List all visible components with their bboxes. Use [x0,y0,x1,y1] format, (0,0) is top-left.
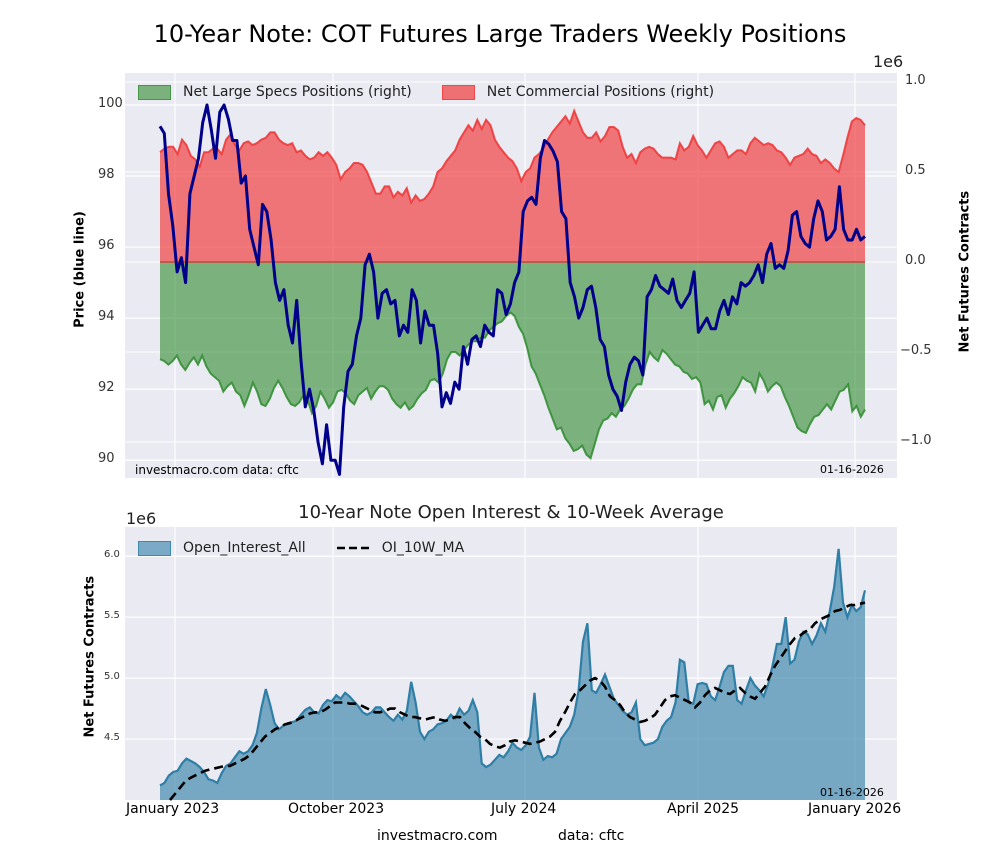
top-annotation-date: 01-16-2026 [820,463,884,476]
bottom-y-tick-label: 5.0 [104,671,120,683]
top-right-axis-multiplier: 1e6 [873,52,904,71]
top-right-tick-label: 1.0 [905,73,926,88]
top-annotation-source: investmacro.com data: cftc [135,463,299,477]
top-right-tick-label: 0.0 [905,253,926,268]
top-right-tick-label: −0.5 [900,343,932,358]
bottom-y-tick-label: 6.0 [104,549,120,561]
bottom-chart-marks [159,548,867,801]
bottom-axis-label: Net Futures Contracts [82,575,98,738]
top-chart-marks [158,103,866,476]
legend-label-commercial: Net Commercial Positions (right) [486,84,715,100]
legend-swatch-specs [138,84,171,100]
top-right-tick-label: 0.5 [905,163,926,178]
specs-area [160,262,865,459]
top-left-axis-label: Price (blue line) [72,211,88,328]
top-right-axis-label: Net Futures Contracts [957,190,973,353]
top-left-tick-label: 96 [98,238,115,254]
figure-title: 10-Year Note: COT Futures Large Traders … [153,20,847,48]
commercial-area [160,110,865,262]
footer-site: investmacro.com [377,828,498,844]
bottom-x-tick-label: January 2023 [126,801,220,817]
bottom-chart-title: 10-Year Note Open Interest & 10-Week Ave… [298,502,724,523]
legend-swatch-ma [336,546,369,550]
bottom-annotation-date: 01-16-2026 [820,786,884,799]
specs-line [159,311,866,460]
top-left-tick-label: 100 [98,95,123,111]
bottom-x-tick-label: October 2023 [288,801,385,817]
bottom-y-tick-label: 5.5 [104,610,120,622]
bottom-axis-multiplier: 1e6 [126,509,157,528]
footer-data: data: cftc [558,828,625,844]
bottom-x-tick-label: January 2026 [808,801,902,817]
oi-moving-average-line [168,601,866,801]
commercial-line [159,107,866,206]
top-left-tick-label: 92 [98,380,115,396]
top-right-tick-label: −1.0 [900,433,932,448]
bottom-y-tick-label: 4.5 [104,732,120,744]
bottom-legend: Open_Interest_All OI_10W_MA [138,540,464,556]
top-left-tick-label: 90 [98,451,115,467]
legend-swatch-commercial [441,84,475,100]
price-line [158,103,866,476]
bottom-x-tick-label: April 2025 [667,801,740,817]
open-interest-area [160,548,865,800]
bottom-x-tick-label: July 2024 [491,801,557,817]
legend-label-open-interest: Open_Interest_All [183,540,306,556]
top-left-tick-label: 98 [98,167,115,183]
top-legend: Net Large Specs Positions (right) Net Co… [138,84,714,100]
legend-label-ma: OI_10W_MA [381,540,465,556]
top-left-tick-label: 94 [98,309,115,325]
legend-label-specs: Net Large Specs Positions (right) [183,84,412,100]
legend-swatch-open-interest [138,540,171,556]
